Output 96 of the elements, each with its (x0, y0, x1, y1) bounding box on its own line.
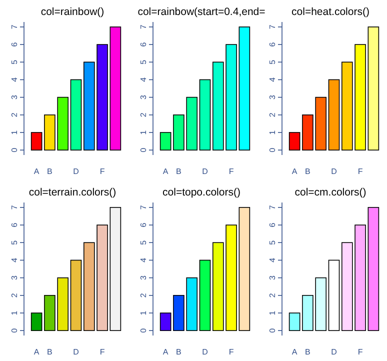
bar (110, 207, 122, 331)
bar (368, 207, 380, 331)
y-tick-label: 0 (139, 328, 148, 333)
x-tick-label: D (73, 348, 80, 356)
y-tick-label: 1 (139, 310, 148, 316)
y-tick-label: 6 (10, 42, 19, 47)
y-tick-label: 1 (10, 310, 19, 316)
x-tick-label: B (47, 348, 52, 356)
x-tick-label: D (202, 167, 208, 176)
x-tick-label: F (228, 167, 234, 176)
y-tick-label: 4 (268, 76, 277, 82)
bar (30, 132, 42, 150)
y-tick-label: 3 (10, 275, 19, 280)
chart-title: col=terrain.colors() (28, 186, 116, 198)
y-tick-label: 4 (10, 76, 19, 82)
y-tick-label: 1 (10, 130, 19, 135)
y-tick-label: 7 (10, 204, 19, 210)
x-tick-label: D (331, 167, 338, 176)
y-tick-label: 7 (139, 24, 148, 30)
y-tick-label: 1 (268, 310, 277, 316)
bar (160, 312, 172, 331)
x-tick-label: F (358, 167, 363, 176)
y-tick-label: 4 (268, 257, 277, 262)
bar (160, 132, 172, 150)
y-tick-label: 1 (268, 130, 277, 135)
bar (238, 207, 250, 331)
y-tick-label: 5 (10, 240, 19, 245)
y-tick-label: 7 (268, 204, 277, 210)
y-tick-label: 3 (268, 275, 277, 280)
y-tick-label: 3 (268, 94, 277, 100)
x-tick-label: A (162, 348, 169, 356)
x-tick-label: B (176, 167, 182, 176)
bar (368, 26, 380, 150)
y-tick-label: 2 (268, 292, 277, 298)
y-tick-label: 1 (139, 130, 148, 135)
bar (70, 260, 82, 331)
y-tick-label: 6 (268, 42, 277, 47)
y-tick-label: 5 (268, 59, 277, 64)
bar (288, 132, 300, 150)
y-tick-label: 6 (268, 222, 277, 228)
x-tick-label: F (228, 348, 234, 356)
chart-title: col=heat.colors() (292, 6, 370, 18)
chart-title: col=rainbow() (40, 6, 104, 18)
x-tick-label: F (358, 348, 363, 356)
y-tick-label: 0 (268, 328, 277, 333)
y-tick-label: 2 (139, 112, 148, 118)
y-tick-label: 3 (139, 94, 148, 100)
y-tick-label: 3 (10, 94, 19, 100)
y-tick-label: 5 (139, 59, 148, 64)
chart-title: col=topo.colors() (162, 186, 240, 198)
bar (70, 79, 82, 150)
bar (328, 260, 340, 331)
bar (199, 260, 211, 331)
y-tick-label: 7 (10, 24, 19, 30)
x-tick-label: A (292, 348, 298, 356)
x-tick-label: F (100, 167, 105, 176)
y-tick-label: 0 (268, 147, 277, 152)
x-tick-label: B (305, 167, 310, 176)
x-tick-label: A (292, 167, 298, 176)
y-tick-label: 2 (139, 292, 148, 298)
y-tick-label: 4 (10, 257, 19, 262)
bar (328, 79, 340, 150)
y-tick-label: 2 (10, 112, 19, 118)
bar (30, 312, 42, 331)
y-tick-label: 5 (10, 59, 19, 64)
x-tick-label: D (73, 167, 80, 176)
y-tick-label: 0 (10, 328, 19, 333)
y-tick-label: 6 (139, 222, 148, 228)
y-tick-label: 6 (139, 42, 148, 47)
y-tick-label: 3 (139, 275, 148, 280)
x-tick-label: B (305, 348, 310, 356)
x-tick-label: F (100, 348, 105, 356)
x-tick-label: D (331, 348, 338, 356)
y-tick-label: 6 (10, 222, 19, 228)
y-tick-label: 0 (10, 147, 19, 152)
x-tick-label: B (47, 167, 52, 176)
x-tick-label: A (34, 348, 40, 356)
y-tick-label: 0 (139, 147, 148, 152)
chart-title: col=rainbow(start=0.4,end= (138, 6, 266, 18)
chart-title: col=cm.colors() (294, 186, 366, 198)
bar (199, 79, 211, 150)
x-tick-label: A (34, 167, 40, 176)
bar (288, 312, 300, 331)
bar (110, 26, 122, 150)
x-tick-label: B (176, 348, 182, 356)
x-tick-label: A (162, 167, 169, 176)
y-tick-label: 2 (10, 292, 19, 298)
y-tick-label: 5 (139, 240, 148, 245)
y-tick-label: 2 (268, 112, 277, 118)
y-tick-label: 7 (139, 204, 148, 210)
x-tick-label: D (202, 348, 208, 356)
bar (238, 26, 250, 150)
y-tick-label: 7 (268, 24, 277, 30)
y-tick-label: 4 (139, 76, 148, 82)
y-tick-label: 5 (268, 240, 277, 245)
y-tick-label: 4 (139, 257, 148, 262)
